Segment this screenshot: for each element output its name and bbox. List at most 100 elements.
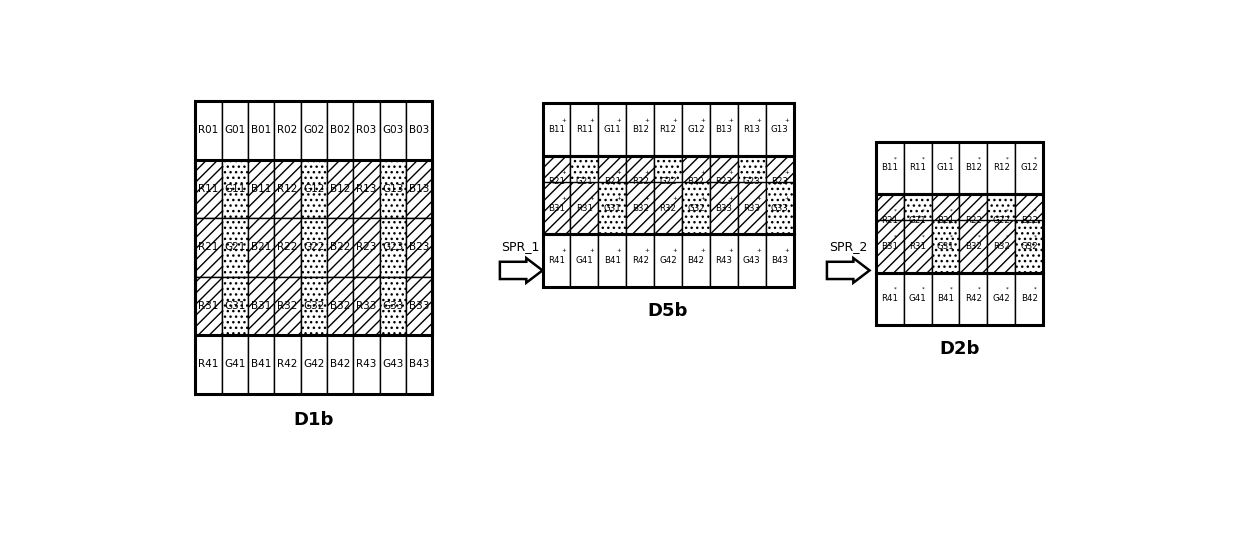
- Text: G21: G21: [224, 242, 246, 252]
- Text: *: *: [950, 287, 954, 292]
- Text: +: +: [756, 170, 761, 175]
- Bar: [274, 335, 301, 394]
- Text: G42: G42: [304, 359, 325, 369]
- Text: B22: B22: [1021, 216, 1038, 225]
- Text: G01: G01: [224, 126, 246, 135]
- Text: *: *: [894, 234, 898, 239]
- Bar: [931, 194, 960, 247]
- Text: +: +: [560, 170, 565, 175]
- Text: R41: R41: [548, 256, 565, 265]
- Bar: [196, 101, 222, 159]
- Text: B42: B42: [687, 256, 704, 265]
- Text: *: *: [978, 234, 981, 239]
- Text: +: +: [616, 248, 621, 253]
- Text: SPR_1: SPR_1: [502, 239, 539, 253]
- Bar: [626, 103, 655, 156]
- Bar: [543, 182, 570, 234]
- Text: R42: R42: [278, 359, 298, 369]
- Text: *: *: [1034, 234, 1037, 239]
- Polygon shape: [500, 258, 543, 283]
- Text: +: +: [645, 248, 650, 253]
- Text: +: +: [756, 196, 761, 201]
- Text: *: *: [894, 208, 898, 213]
- Text: D2b: D2b: [939, 341, 980, 358]
- Bar: [875, 273, 904, 325]
- Text: B11: B11: [882, 164, 898, 173]
- Bar: [327, 276, 353, 335]
- Text: G31: G31: [936, 242, 955, 251]
- Text: B21: B21: [604, 178, 621, 186]
- Bar: [626, 156, 655, 208]
- Bar: [709, 234, 738, 286]
- Bar: [709, 182, 738, 234]
- Text: B32: B32: [965, 242, 982, 251]
- Text: +: +: [560, 196, 565, 201]
- Bar: [301, 335, 327, 394]
- Text: G33: G33: [382, 301, 403, 311]
- Text: *: *: [978, 287, 981, 292]
- Text: R41: R41: [882, 294, 898, 304]
- Bar: [196, 335, 222, 394]
- Text: +: +: [560, 118, 565, 123]
- Bar: [407, 276, 433, 335]
- Text: R22: R22: [631, 178, 649, 186]
- Text: +: +: [616, 170, 621, 175]
- Text: +: +: [589, 170, 594, 175]
- Bar: [248, 159, 274, 218]
- Bar: [655, 234, 682, 286]
- Bar: [570, 182, 599, 234]
- Bar: [407, 218, 433, 276]
- Bar: [379, 159, 407, 218]
- Text: G41: G41: [909, 294, 926, 304]
- Bar: [222, 335, 248, 394]
- Bar: [379, 101, 407, 159]
- Text: G32: G32: [304, 301, 325, 311]
- Text: B43: B43: [409, 359, 429, 369]
- Text: +: +: [784, 118, 789, 123]
- Text: G22: G22: [304, 242, 325, 252]
- Text: G12: G12: [1021, 164, 1038, 173]
- Text: R11: R11: [575, 125, 593, 134]
- Bar: [222, 159, 248, 218]
- Text: G12: G12: [304, 184, 325, 194]
- Bar: [960, 220, 987, 273]
- Text: R03: R03: [356, 126, 377, 135]
- Bar: [875, 142, 1043, 194]
- Text: G33: G33: [771, 204, 789, 212]
- Bar: [543, 234, 570, 286]
- Bar: [1016, 220, 1043, 273]
- Text: R43: R43: [356, 359, 377, 369]
- Bar: [353, 218, 379, 276]
- Text: R32: R32: [660, 204, 677, 212]
- Bar: [248, 335, 274, 394]
- Text: G43: G43: [382, 359, 403, 369]
- Text: SPR_2: SPR_2: [828, 239, 867, 253]
- Text: +: +: [616, 118, 621, 123]
- Bar: [274, 159, 301, 218]
- Text: G22: G22: [660, 178, 677, 186]
- Text: +: +: [728, 170, 733, 175]
- Text: B32: B32: [330, 301, 351, 311]
- Bar: [655, 103, 682, 156]
- Text: R21: R21: [882, 216, 898, 225]
- Text: G11: G11: [936, 164, 955, 173]
- Bar: [987, 273, 1016, 325]
- Bar: [875, 194, 1043, 273]
- Bar: [407, 101, 433, 159]
- Bar: [196, 159, 222, 218]
- Text: G41: G41: [224, 359, 246, 369]
- Bar: [738, 182, 766, 234]
- Bar: [327, 335, 353, 394]
- Text: R31: R31: [575, 204, 593, 212]
- Bar: [327, 218, 353, 276]
- Text: D1b: D1b: [294, 410, 334, 429]
- Text: G13: G13: [382, 184, 403, 194]
- Bar: [353, 335, 379, 394]
- Text: +: +: [645, 118, 650, 123]
- Text: G31: G31: [604, 204, 621, 212]
- Text: B31: B31: [882, 242, 898, 251]
- Text: B11: B11: [250, 184, 272, 194]
- Text: +: +: [728, 196, 733, 201]
- Text: B02: B02: [330, 126, 351, 135]
- Text: G42: G42: [660, 256, 677, 265]
